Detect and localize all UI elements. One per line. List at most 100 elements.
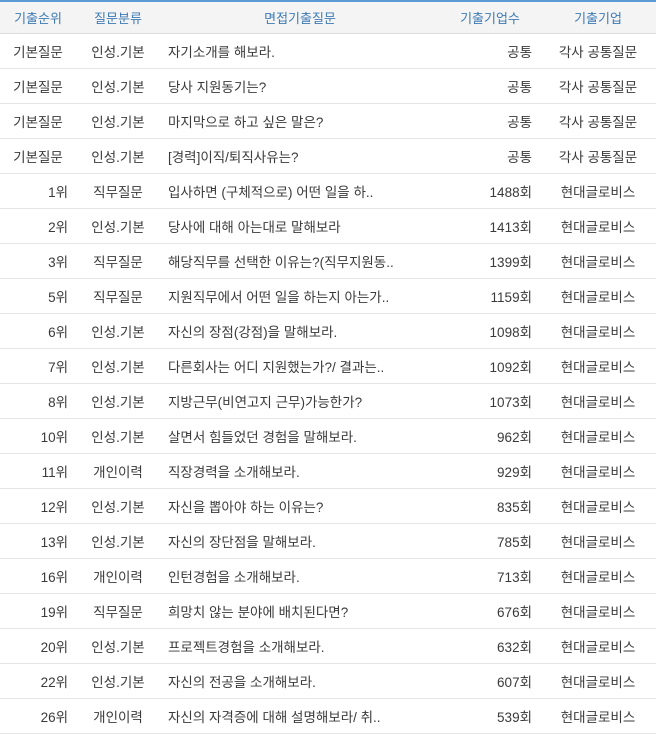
table-row[interactable]: 10위 인성.기본 살면서 힘들었던 경험을 말해보라. 962회 현대글로비스 (0, 418, 656, 454)
cell-category: 직무질문 (76, 243, 160, 279)
cell-rank: 10위 (0, 418, 76, 454)
cell-category: 인성.기본 (76, 488, 160, 524)
cell-question[interactable]: 자신의 자격증에 대해 설명해보라/ 취.. (160, 698, 440, 734)
cell-question[interactable]: 살면서 힘들었던 경험을 말해보라. (160, 418, 440, 454)
cell-question[interactable]: 다른회사는 어디 지원했는가?/ 결과는.. (160, 348, 440, 384)
cell-company: 현대글로비스 (540, 558, 656, 594)
column-header-rank[interactable]: 기출순위 (0, 1, 76, 34)
column-header-count[interactable]: 기출기업수 (440, 1, 540, 34)
cell-category: 직무질문 (76, 173, 160, 209)
cell-count: 1073회 (440, 383, 540, 419)
table-row[interactable]: 기본질문 인성.기본 당사 지원동기는? 공통 각사 공통질문 (0, 68, 656, 104)
cell-count: 713회 (440, 558, 540, 594)
table-row[interactable]: 7위 인성.기본 다른회사는 어디 지원했는가?/ 결과는.. 1092회 현대글로비스 (0, 348, 656, 384)
table-row[interactable]: 기본질문 인성.기본 [경력]이직/퇴직사유는? 공통 각사 공통질문 (0, 138, 656, 174)
cell-category: 개인이력 (76, 558, 160, 594)
cell-company: 현대글로비스 (540, 418, 656, 454)
cell-category: 인성.기본 (76, 523, 160, 559)
cell-company: 각사 공통질문 (540, 103, 656, 139)
cell-question[interactable]: 프로젝트경험을 소개해보라. (160, 628, 440, 664)
cell-question[interactable]: 자신의 장점(강점)을 말해보라. (160, 313, 440, 349)
cell-category: 인성.기본 (76, 348, 160, 384)
cell-company: 현대글로비스 (540, 628, 656, 664)
cell-company: 현대글로비스 (540, 313, 656, 349)
table-row[interactable]: 6위 인성.기본 자신의 장점(강점)을 말해보라. 1098회 현대글로비스 (0, 313, 656, 349)
cell-category: 인성.기본 (76, 383, 160, 419)
cell-question[interactable]: 당사 지원동기는? (160, 68, 440, 104)
cell-company: 현대글로비스 (540, 593, 656, 629)
table-row[interactable]: 20위 인성.기본 프로젝트경험을 소개해보라. 632회 현대글로비스 (0, 628, 656, 664)
cell-count: 1413회 (440, 208, 540, 244)
table-row[interactable]: 16위 개인이력 인턴경험을 소개해보라. 713회 현대글로비스 (0, 558, 656, 594)
cell-rank: 2위 (0, 208, 76, 244)
cell-company: 현대글로비스 (540, 663, 656, 699)
cell-question[interactable]: 직장경력을 소개해보라. (160, 453, 440, 489)
table-row[interactable]: 26위 개인이력 자신의 자격증에 대해 설명해보라/ 취.. 539회 현대글로비스 (0, 698, 656, 734)
cell-category: 인성.기본 (76, 103, 160, 139)
cell-rank: 16위 (0, 558, 76, 594)
table-row[interactable]: 5위 직무질문 지원직무에서 어떤 일을 하는지 아는가.. 1159회 현대글로비스 (0, 278, 656, 314)
table-row[interactable]: 19위 직무질문 희망치 않는 분야에 배치된다면? 676회 현대글로비스 (0, 593, 656, 629)
cell-count: 1092회 (440, 348, 540, 384)
cell-count: 공통 (440, 33, 540, 69)
table-row[interactable]: 13위 인성.기본 자신의 장단점을 말해보라. 785회 현대글로비스 (0, 523, 656, 559)
cell-company: 현대글로비스 (540, 383, 656, 419)
cell-count: 1488회 (440, 173, 540, 209)
cell-company: 현대글로비스 (540, 453, 656, 489)
cell-question[interactable]: 자신을 뽑아야 하는 이유는? (160, 488, 440, 524)
cell-company: 각사 공통질문 (540, 138, 656, 174)
cell-count: 공통 (440, 103, 540, 139)
cell-rank: 11위 (0, 453, 76, 489)
cell-category: 개인이력 (76, 698, 160, 734)
cell-count: 632회 (440, 628, 540, 664)
column-header-question[interactable]: 면접기출질문 (160, 1, 440, 34)
table-row[interactable]: 11위 개인이력 직장경력을 소개해보라. 929회 현대글로비스 (0, 453, 656, 489)
cell-question[interactable]: 자신의 전공을 소개해보라. (160, 663, 440, 699)
cell-company: 현대글로비스 (540, 173, 656, 209)
cell-company: 현대글로비스 (540, 523, 656, 559)
cell-category: 인성.기본 (76, 628, 160, 664)
cell-count: 962회 (440, 418, 540, 454)
cell-category: 직무질문 (76, 278, 160, 314)
cell-question[interactable]: 인턴경험을 소개해보라. (160, 558, 440, 594)
cell-rank: 19위 (0, 593, 76, 629)
table-row[interactable]: 12위 인성.기본 자신을 뽑아야 하는 이유는? 835회 현대글로비스 (0, 488, 656, 524)
cell-question[interactable]: 마지막으로 하고 싶은 말은? (160, 103, 440, 139)
column-header-company[interactable]: 기출기업 (540, 1, 656, 34)
cell-rank: 8위 (0, 383, 76, 419)
cell-category: 인성.기본 (76, 68, 160, 104)
cell-question[interactable]: 해당직무를 선택한 이유는?(직무지원동.. (160, 243, 440, 279)
cell-category: 인성.기본 (76, 663, 160, 699)
cell-category: 개인이력 (76, 453, 160, 489)
cell-question[interactable]: 자기소개를 해보라. (160, 33, 440, 69)
cell-question[interactable]: 입사하면 (구체적으로) 어떤 일을 하.. (160, 173, 440, 209)
cell-question[interactable]: 당사에 대해 아는대로 말해보라 (160, 208, 440, 244)
cell-rank: 5위 (0, 278, 76, 314)
column-header-category[interactable]: 질문분류 (76, 1, 160, 34)
cell-question[interactable]: 지방근무(비연고지 근무)가능한가? (160, 383, 440, 419)
cell-category: 인성.기본 (76, 138, 160, 174)
cell-company: 현대글로비스 (540, 698, 656, 734)
cell-question[interactable]: 지원직무에서 어떤 일을 하는지 아는가.. (160, 278, 440, 314)
table-header: 기출순위 질문분류 면접기출질문 기출기업수 기출기업 (0, 1, 656, 34)
cell-count: 607회 (440, 663, 540, 699)
cell-company: 현대글로비스 (540, 278, 656, 314)
table-row[interactable]: 8위 인성.기본 지방근무(비연고지 근무)가능한가? 1073회 현대글로비스 (0, 383, 656, 419)
cell-category: 인성.기본 (76, 313, 160, 349)
table-row[interactable]: 기본질문 인성.기본 마지막으로 하고 싶은 말은? 공통 각사 공통질문 (0, 103, 656, 139)
cell-company: 현대글로비스 (540, 208, 656, 244)
table-row[interactable]: 2위 인성.기본 당사에 대해 아는대로 말해보라 1413회 현대글로비스 (0, 208, 656, 244)
table-row[interactable]: 22위 인성.기본 자신의 전공을 소개해보라. 607회 현대글로비스 (0, 663, 656, 699)
table-row[interactable]: 기본질문 인성.기본 자기소개를 해보라. 공통 각사 공통질문 (0, 33, 656, 69)
table-row[interactable]: 1위 직무질문 입사하면 (구체적으로) 어떤 일을 하.. 1488회 현대글로비스 (0, 173, 656, 209)
cell-question[interactable]: [경력]이직/퇴직사유는? (160, 138, 440, 174)
cell-rank: 7위 (0, 348, 76, 384)
cell-question[interactable]: 희망치 않는 분야에 배치된다면? (160, 593, 440, 629)
cell-rank: 22위 (0, 663, 76, 699)
table-row[interactable]: 3위 직무질문 해당직무를 선택한 이유는?(직무지원동.. 1399회 현대글로비스 (0, 243, 656, 279)
cell-rank: 기본질문 (0, 68, 76, 104)
cell-count: 공통 (440, 138, 540, 174)
cell-category: 인성.기본 (76, 208, 160, 244)
cell-company: 현대글로비스 (540, 488, 656, 524)
cell-question[interactable]: 자신의 장단점을 말해보라. (160, 523, 440, 559)
